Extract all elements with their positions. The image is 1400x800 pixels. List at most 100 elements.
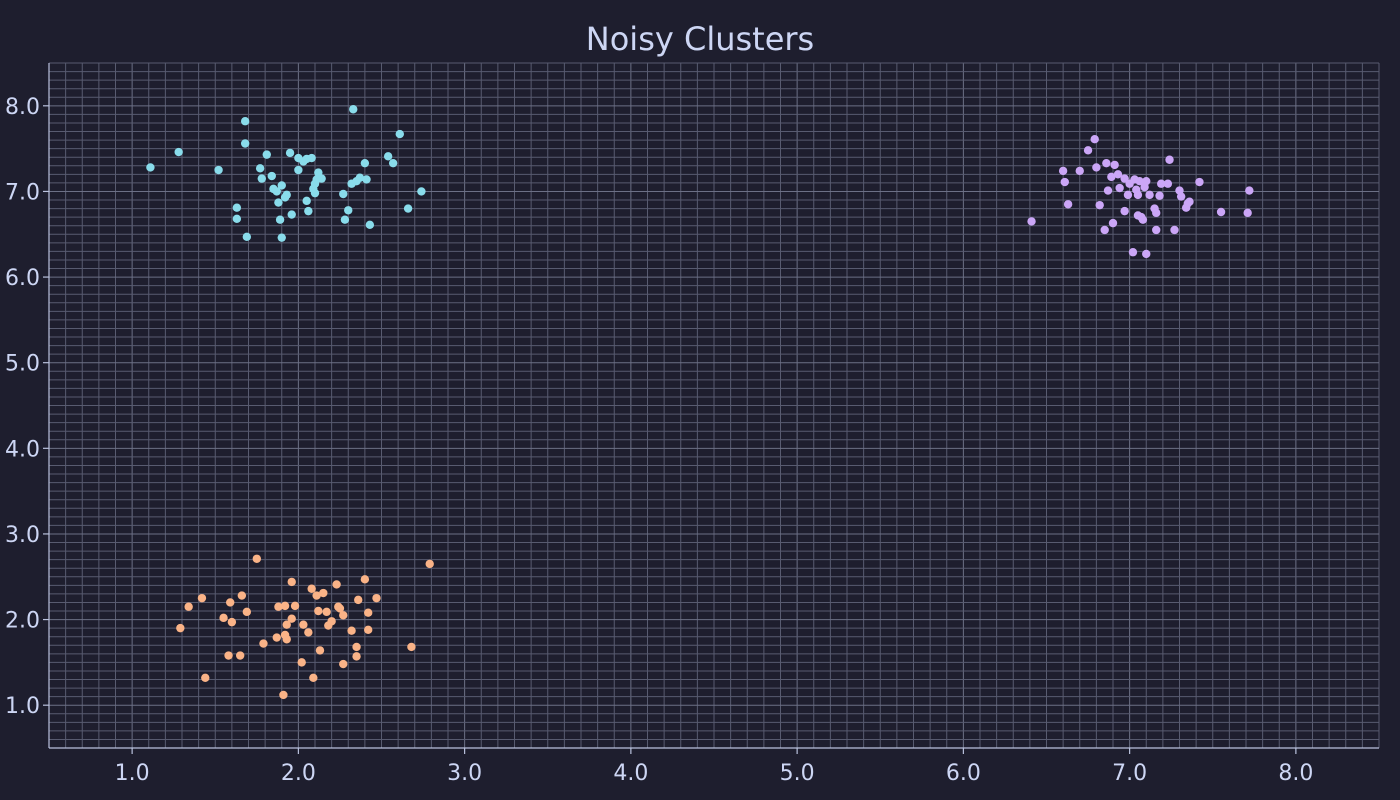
data-point xyxy=(252,554,262,563)
data-point xyxy=(332,580,341,589)
data-point xyxy=(1103,186,1113,195)
data-point xyxy=(184,602,193,611)
data-point xyxy=(1107,172,1116,182)
data-point xyxy=(347,626,356,635)
data-point xyxy=(1176,192,1186,201)
data-point xyxy=(407,642,416,652)
data-point xyxy=(242,607,252,617)
data-point xyxy=(383,152,393,161)
data-point xyxy=(232,214,242,224)
data-point xyxy=(197,593,207,603)
data-point xyxy=(275,215,285,224)
data-point xyxy=(259,639,268,648)
data-point xyxy=(1083,146,1093,155)
data-point xyxy=(287,614,296,623)
data-point xyxy=(304,628,313,637)
data-point xyxy=(319,588,328,598)
data-point xyxy=(360,158,370,168)
data-point xyxy=(240,117,250,126)
data-point xyxy=(1152,225,1161,235)
data-point xyxy=(1163,179,1173,188)
data-point xyxy=(1142,249,1151,259)
data-point xyxy=(227,617,237,627)
data-point xyxy=(257,174,266,183)
data-point xyxy=(1142,176,1151,186)
data-point xyxy=(219,613,228,623)
y-tick-label: 6.0 xyxy=(5,266,40,291)
data-point xyxy=(1135,176,1144,186)
data-point xyxy=(232,203,242,212)
data-point xyxy=(282,190,291,200)
data-point xyxy=(280,601,290,611)
data-point xyxy=(285,148,295,158)
data-point xyxy=(1100,225,1109,235)
data-point xyxy=(327,617,336,626)
data-point xyxy=(304,206,313,216)
data-points xyxy=(146,105,1254,700)
data-point xyxy=(1155,191,1164,200)
x-tick-label: 4.0 xyxy=(613,761,648,786)
data-point xyxy=(395,129,404,139)
data-point xyxy=(307,153,316,163)
x-tick-label: 5.0 xyxy=(780,761,815,786)
data-point xyxy=(1138,215,1148,224)
data-point xyxy=(322,607,331,617)
x-tick-label: 6.0 xyxy=(946,761,981,786)
data-point xyxy=(176,623,185,633)
data-point xyxy=(1245,186,1254,195)
data-point xyxy=(364,608,373,617)
data-point xyxy=(1092,163,1101,172)
data-point xyxy=(307,584,316,593)
y-tick-label: 4.0 xyxy=(5,437,40,462)
data-point xyxy=(274,198,283,207)
data-point xyxy=(297,658,306,667)
data-point xyxy=(255,164,265,173)
data-point xyxy=(314,606,323,616)
data-point xyxy=(201,673,210,682)
data-point xyxy=(352,652,361,661)
data-point xyxy=(1157,179,1166,188)
x-tick-label: 7.0 xyxy=(1112,761,1147,786)
data-point xyxy=(364,625,373,635)
x-tick-label: 2.0 xyxy=(281,761,316,786)
grid xyxy=(48,62,1380,749)
data-point xyxy=(237,591,247,600)
data-point xyxy=(277,233,286,242)
data-point xyxy=(1110,160,1119,170)
data-point xyxy=(309,673,318,682)
series-3 xyxy=(176,554,434,700)
data-point xyxy=(349,105,358,114)
data-point xyxy=(1060,177,1069,187)
data-point xyxy=(235,651,245,660)
data-point xyxy=(360,575,370,584)
data-point xyxy=(1133,190,1143,200)
data-point xyxy=(315,646,325,655)
data-point xyxy=(1095,200,1104,210)
data-point xyxy=(312,591,321,600)
series-1 xyxy=(146,105,426,242)
data-point xyxy=(1027,217,1036,226)
x-tick-label: 3.0 xyxy=(447,761,482,786)
data-point xyxy=(146,163,155,172)
data-point xyxy=(1216,207,1226,217)
data-point xyxy=(240,139,250,148)
data-point xyxy=(352,642,361,652)
y-tick-label: 1.0 xyxy=(5,694,40,719)
data-point xyxy=(1113,170,1123,179)
data-point xyxy=(339,189,348,199)
data-point xyxy=(267,171,276,181)
x-axis-ticks: 1.0 2.0 3.0 4.0 5.0 6.0 7.0 8.0 xyxy=(115,748,1313,786)
y-tick-label: 3.0 xyxy=(5,523,40,548)
data-point xyxy=(1165,155,1174,164)
data-point xyxy=(425,559,434,569)
data-point xyxy=(335,604,345,613)
data-point xyxy=(365,220,375,230)
data-point xyxy=(1063,200,1073,209)
data-point xyxy=(354,595,363,605)
y-axis-ticks: 1.0 2.0 3.0 4.0 5.0 6.0 7.0 8.0 xyxy=(5,95,49,719)
y-tick-label: 5.0 xyxy=(5,352,40,377)
data-point xyxy=(339,611,348,620)
data-point xyxy=(1102,158,1111,168)
data-point xyxy=(1120,206,1129,216)
data-point xyxy=(242,232,252,242)
